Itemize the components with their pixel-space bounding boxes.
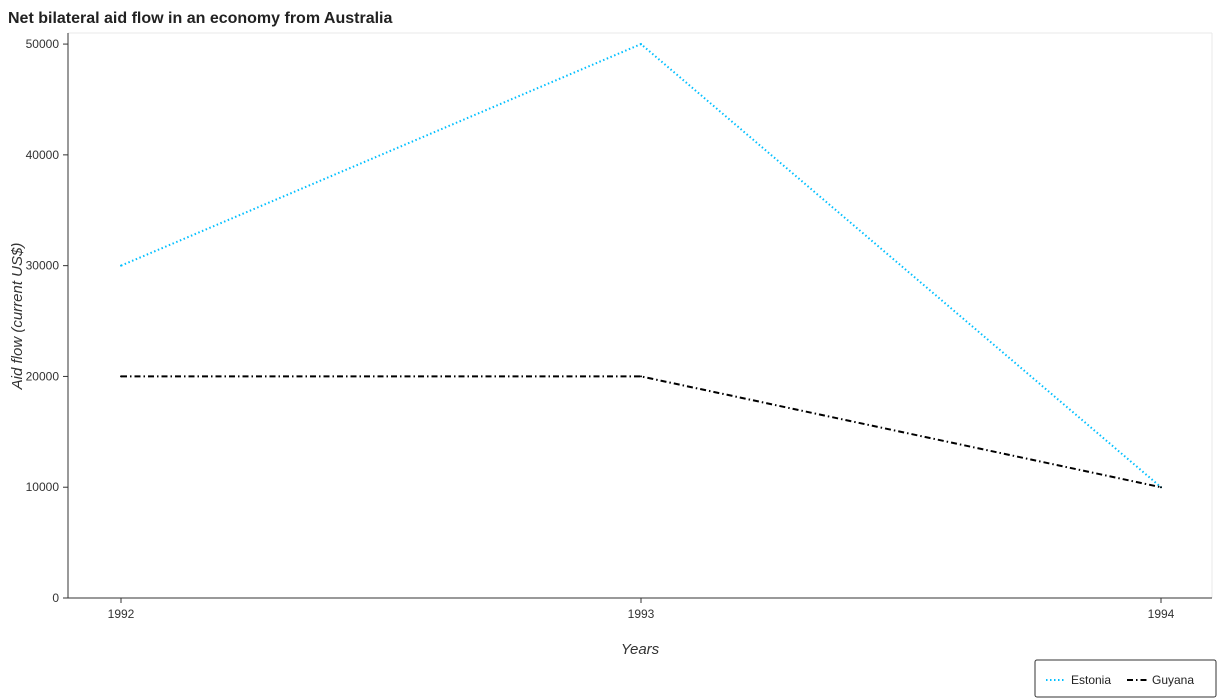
x-tick-label: 1993 [628, 607, 655, 621]
plot-area [67, 32, 1213, 599]
y-tick-label: 20000 [26, 369, 60, 383]
legend-box [1034, 659, 1217, 698]
x-axis-ticks: 1992 1993 1994 [108, 598, 1175, 621]
series-layer [120, 42, 1162, 489]
y-axis-title: Aid flow (current US$) [9, 243, 26, 391]
series-line-estonia [120, 42, 1162, 488]
x-axis-title: Years [621, 641, 660, 658]
y-tick-label: 40000 [26, 148, 60, 162]
y-tick-label: 30000 [26, 259, 60, 273]
data-point-estonia [640, 43, 642, 46]
data-point-guyana [640, 375, 642, 378]
chart-title: Net bilateral aid flow in an economy fro… [8, 10, 392, 27]
series-line-guyana [121, 375, 1162, 489]
y-tick-label: 50000 [26, 37, 60, 51]
y-tick-label: 10000 [26, 480, 60, 494]
data-point-guyana [120, 375, 122, 378]
legend: Estonia Guyana [1034, 659, 1217, 698]
data-point-estonia [120, 264, 122, 267]
y-axis-ticks: 0 10000 20000 30000 40000 50000 [26, 37, 68, 605]
legend-label-guyana: Guyana [1152, 673, 1194, 687]
y-tick-label: 0 [52, 591, 59, 605]
data-point-guyana [1160, 486, 1162, 489]
x-tick-label: 1994 [1148, 607, 1175, 621]
x-tick-label: 1992 [108, 607, 135, 621]
legend-label-estonia: Estonia [1071, 673, 1111, 687]
